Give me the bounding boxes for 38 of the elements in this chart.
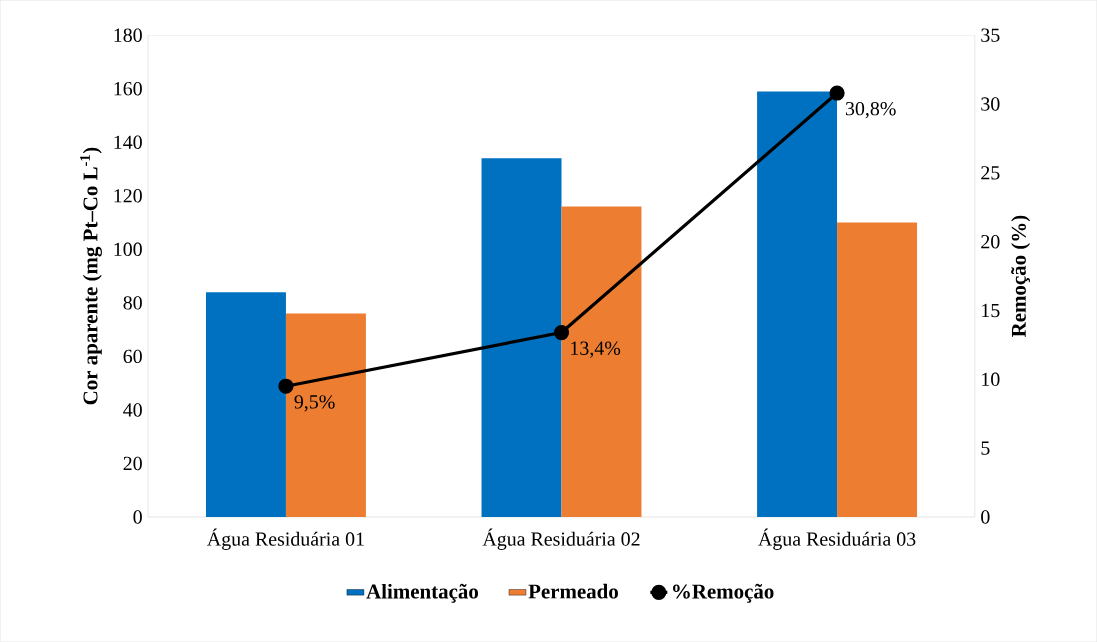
y-tick-label: 20: [123, 456, 142, 471]
x-tick-label: Água Residuária 02: [482, 528, 640, 550]
point: [553, 324, 570, 341]
data-label: 9,5%: [294, 395, 335, 412]
y2-tick-label: 0: [981, 510, 990, 524]
y2-tick-label: 10: [982, 372, 1000, 386]
y2-tick-label: 35: [981, 28, 1000, 42]
bar: [757, 91, 838, 517]
y-tick-label: 180: [114, 28, 142, 42]
point: [829, 85, 845, 101]
y-tick-label: 100: [114, 242, 142, 256]
data-label: 30,8%: [845, 101, 896, 119]
legend-label: Alimentação: [366, 583, 478, 603]
y-tick-label: 40: [123, 403, 142, 417]
y2-tick-label: 5: [981, 441, 990, 455]
bar: [285, 313, 366, 517]
y2-axis-title: Remoção (%): [1011, 215, 1031, 337]
legend-label: Permeado: [528, 583, 618, 599]
y-tick-label: 160: [114, 81, 142, 96]
y2-tick-label: 25: [981, 166, 1000, 180]
y-tick-label: 140: [114, 135, 142, 149]
x-tick-label: Água Residuária 01: [207, 528, 364, 550]
y-tick-label: 80: [123, 296, 142, 310]
bar: [481, 158, 562, 517]
point: [278, 378, 294, 394]
bar: [561, 206, 642, 517]
y-tick-label: 0: [133, 510, 142, 524]
bar: [205, 292, 286, 517]
x-tick-label: Água Residuária 03: [758, 528, 916, 550]
y2-tick-label: 20: [981, 234, 1000, 249]
bar: [837, 222, 918, 517]
y-axis-title: Cor aparente (mg Pt–Co L$^{-1}$): [80, 147, 102, 405]
data-label: 13,4%: [571, 341, 621, 358]
y2-tick-label: 15: [982, 303, 1000, 318]
legend-label: %Remoção: [673, 583, 774, 603]
y-tick-label: 60: [123, 349, 142, 364]
y-tick-label: 120: [114, 188, 142, 203]
y2-tick-label: 30: [981, 97, 1000, 111]
